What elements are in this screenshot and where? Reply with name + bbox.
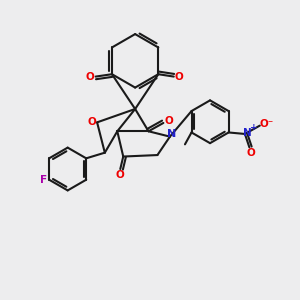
Text: O: O xyxy=(164,116,173,127)
Text: O: O xyxy=(175,72,184,82)
Text: F: F xyxy=(40,175,47,185)
Text: O: O xyxy=(116,170,125,180)
Text: O⁻: O⁻ xyxy=(260,119,274,129)
Text: O: O xyxy=(247,148,255,158)
Text: N: N xyxy=(243,128,252,138)
Text: N: N xyxy=(167,129,176,139)
Text: O: O xyxy=(86,72,95,82)
Text: +: + xyxy=(250,123,258,132)
Text: O: O xyxy=(87,117,96,128)
